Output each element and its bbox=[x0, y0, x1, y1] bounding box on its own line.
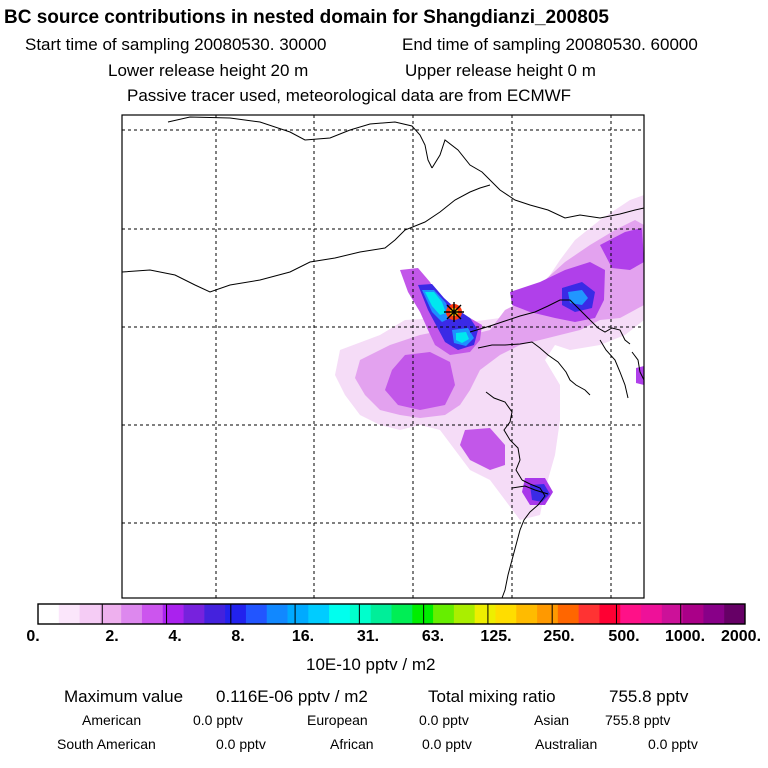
region-value: 0.0 pptv bbox=[422, 736, 472, 752]
plume-azure-east bbox=[568, 290, 588, 305]
max-value: 0.116E-06 pptv / m2 bbox=[216, 687, 368, 706]
figure-title: BC source contributions in nested domain… bbox=[4, 7, 609, 28]
region-value: 0.0 pptv bbox=[216, 736, 266, 752]
colorbar-tick: 125. bbox=[480, 628, 512, 645]
colorbar-swatch bbox=[245, 604, 268, 624]
colorbar-swatch bbox=[58, 604, 80, 624]
colorbar-swatch bbox=[682, 604, 704, 624]
colorbar-swatch bbox=[391, 604, 413, 624]
colorbar-swatch bbox=[121, 604, 143, 624]
colorbar-swatch bbox=[308, 604, 330, 624]
concentration-field bbox=[335, 195, 644, 520]
border-west bbox=[121, 184, 491, 293]
plot-frame bbox=[121, 114, 645, 599]
end-time-label: End time of sampling 20080530. 60000 bbox=[402, 35, 698, 54]
colorbar-swatch bbox=[641, 604, 663, 624]
colorbar-tick: 63. bbox=[421, 628, 445, 645]
station-marker bbox=[444, 302, 464, 322]
colorbar-swatch bbox=[38, 604, 60, 624]
colorbar-swatch bbox=[141, 604, 164, 624]
colorbar-tick: 500. bbox=[608, 628, 640, 645]
colorbar-swatch bbox=[162, 604, 184, 624]
region-name: Asian bbox=[534, 712, 570, 728]
lower-release-label: Lower release height 20 m bbox=[108, 61, 309, 80]
total-mixing-label: Total mixing ratio bbox=[428, 687, 556, 706]
colorbar-tick: 2000. bbox=[720, 628, 762, 645]
colorbar-swatch bbox=[620, 604, 642, 624]
colorbar-tick: 2. bbox=[105, 628, 119, 645]
colorbar-swatch bbox=[79, 604, 101, 624]
colorbar-tick: 250. bbox=[543, 628, 575, 645]
plume-blue-se bbox=[530, 484, 550, 502]
region-value: 0.0 pptv bbox=[419, 712, 469, 728]
border-manchuria bbox=[431, 139, 645, 219]
region-name: African bbox=[330, 736, 374, 752]
region-value: 0.0 pptv bbox=[193, 712, 243, 728]
coast-korea bbox=[631, 351, 645, 381]
colorbar-swatch bbox=[599, 604, 621, 624]
colorbar-swatch bbox=[349, 604, 372, 624]
colorbar-tick: 31. bbox=[356, 628, 380, 645]
coast-east bbox=[501, 479, 546, 599]
plume-purple-edge bbox=[636, 366, 644, 385]
colorbar-swatch bbox=[474, 604, 496, 624]
plume-purple-south bbox=[385, 352, 455, 410]
colorbar-swatch bbox=[703, 604, 725, 624]
colorbar-swatch bbox=[453, 604, 476, 624]
plume-purple-coast bbox=[460, 428, 505, 470]
colorbar-swatch bbox=[433, 604, 455, 624]
region-name: American bbox=[82, 712, 142, 728]
colorbar-swatch bbox=[100, 604, 122, 624]
river-south bbox=[511, 485, 549, 495]
colorbar-frame bbox=[37, 603, 746, 625]
coast-bohai bbox=[469, 299, 631, 345]
colorbar-swatch bbox=[661, 604, 684, 624]
colorbar-swatch bbox=[412, 604, 434, 624]
colorbar-swatch bbox=[225, 604, 247, 624]
colorbar-swatch bbox=[724, 604, 746, 624]
start-time-label: Start time of sampling 20080530. 30000 bbox=[25, 35, 327, 54]
region-name: European bbox=[307, 712, 368, 728]
colorbar bbox=[37, 603, 746, 625]
tracer-note: Passive tracer used, meteorological data… bbox=[127, 86, 572, 105]
graticule bbox=[122, 115, 644, 598]
max-value-label: Maximum value bbox=[64, 687, 184, 706]
region-value: 0.0 pptv bbox=[648, 736, 698, 752]
colorbar-swatch bbox=[287, 604, 309, 624]
colorbar-tick: 0. bbox=[26, 628, 40, 645]
colorbar-swatch bbox=[204, 604, 226, 624]
colorbar-swatch bbox=[329, 604, 351, 624]
colorbar-tick: 1000. bbox=[664, 628, 706, 645]
colorbar-swatch bbox=[370, 604, 392, 624]
colorbar-tick: 16. bbox=[291, 628, 315, 645]
colorbar-swatch bbox=[578, 604, 600, 624]
plot-area bbox=[121, 114, 645, 599]
colorbar-swatch bbox=[557, 604, 580, 624]
colorbar-swatch bbox=[266, 604, 288, 624]
upper-release-label: Upper release height 0 m bbox=[405, 61, 596, 80]
colorbar-tick: 8. bbox=[231, 628, 245, 645]
colorbar-unit: 10E-10 pptv / m2 bbox=[306, 655, 436, 674]
colorbar-swatch bbox=[495, 604, 517, 624]
coast-shandong bbox=[485, 391, 523, 481]
region-name: South American bbox=[57, 736, 156, 752]
plume-cyan-peak bbox=[425, 292, 446, 315]
colorbar-swatch bbox=[537, 604, 559, 624]
plume-cyan-south bbox=[456, 332, 469, 343]
region-value: 755.8 pptv bbox=[605, 712, 671, 728]
coast-bohai-south bbox=[477, 341, 591, 396]
coast-northeast bbox=[599, 339, 629, 399]
colorbar-swatch bbox=[516, 604, 538, 624]
region-name: Australian bbox=[535, 736, 598, 752]
colorbar-tick: 4. bbox=[168, 628, 182, 645]
colorbar-swatch bbox=[183, 604, 205, 624]
total-mixing-value: 755.8 pptv bbox=[609, 687, 689, 706]
